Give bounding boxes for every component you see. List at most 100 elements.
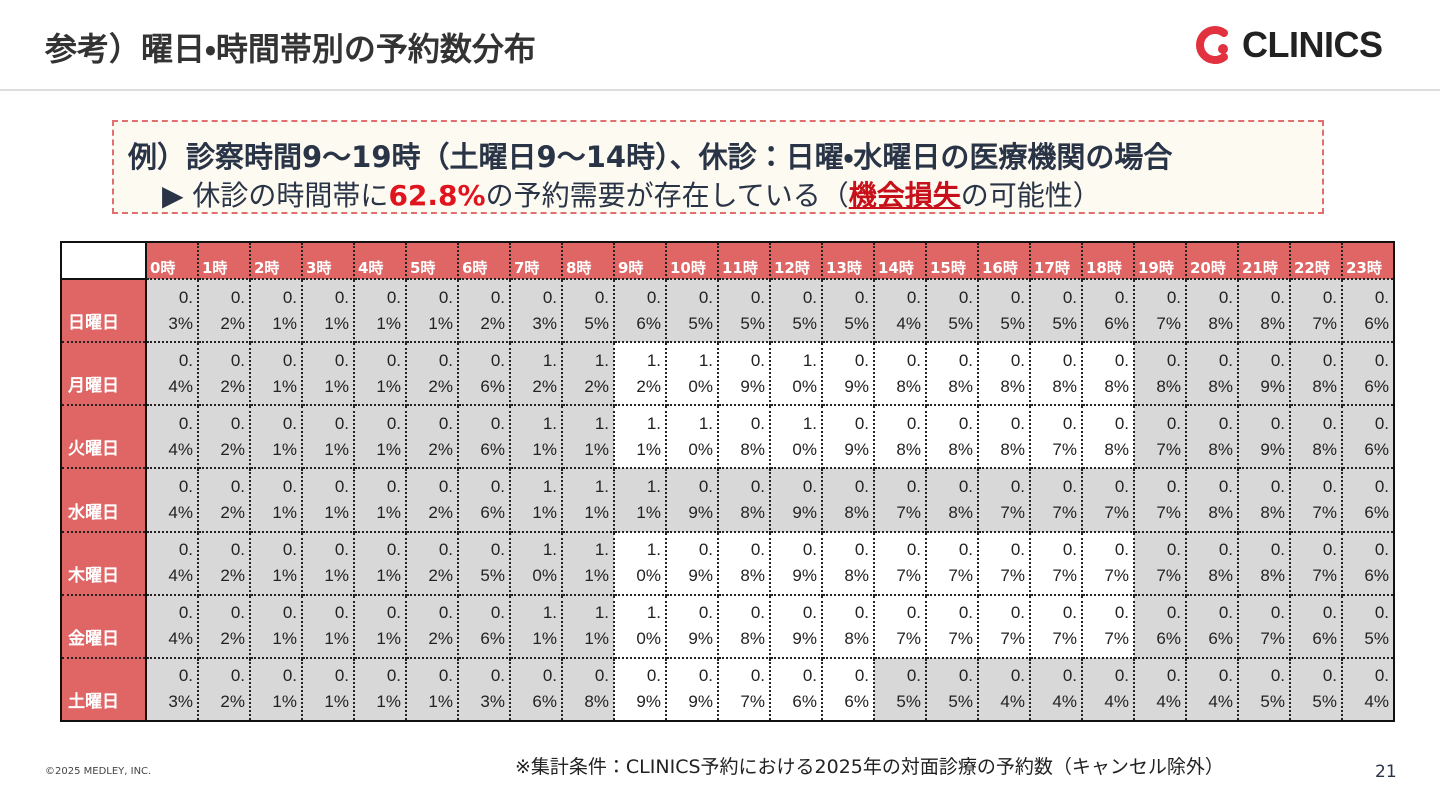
cell-value: 0.1% (324, 666, 349, 712)
cell-value: 0.8% (844, 603, 869, 649)
cell-value: 0.5% (948, 666, 973, 712)
value-cell: 0.8% (717, 467, 771, 533)
value-cell: 0.8% (925, 404, 979, 470)
value-cell: 0.8% (717, 530, 771, 596)
value-cell: 1.0% (613, 593, 667, 659)
value-cell: 0.5% (977, 277, 1031, 344)
cell-value: 0.2% (220, 413, 245, 459)
cell-value: 1.1% (636, 476, 661, 522)
cell-value: 0.6% (1312, 603, 1337, 649)
value-cell: 0.2% (197, 467, 251, 533)
value-cell: 1.1% (613, 467, 667, 533)
cell-value: 0.8% (584, 666, 609, 712)
value-cell: 0.2% (405, 467, 459, 533)
value-cell: 0.8% (1185, 530, 1239, 596)
value-cell: 0.8% (561, 656, 615, 723)
column-header: 23時 (1341, 241, 1395, 280)
cell-value: 0.7% (1104, 476, 1129, 522)
cell-value: 1.1% (584, 603, 609, 649)
value-cell: 0.2% (197, 656, 251, 723)
cell-value: 0.7% (948, 540, 973, 586)
row-label: 月曜日 (60, 341, 147, 407)
value-cell: 0.7% (717, 656, 771, 723)
cell-value: 0.1% (272, 540, 297, 586)
column-header: 9時 (613, 241, 667, 280)
column-header: 15時 (925, 241, 979, 280)
cell-value: 0.8% (1208, 413, 1233, 459)
cell-value: 0.8% (948, 350, 973, 396)
cell-value: 1.1% (532, 413, 557, 459)
cell-value: 1.0% (688, 413, 713, 459)
footnote: ※集計条件：CLINICS予約における2025年の対面診療の予約数（キャンセル除… (515, 756, 1224, 778)
table-row: 土曜日 0.3% 0.2% 0.1% 0.1% 0.1% 0.1% 0.3% 0.6% 0.8% 0… (60, 656, 1395, 723)
value-cell: 0.5% (1237, 656, 1291, 723)
page-number: 21 (1375, 762, 1397, 782)
cell-value: 0.7% (1312, 540, 1337, 586)
cell-value: 0.8% (740, 476, 765, 522)
cell-value: 0.7% (1000, 540, 1025, 586)
value-cell: 0.4% (873, 277, 927, 344)
value-cell: 0.9% (769, 467, 823, 533)
cell-value: 1.0% (792, 413, 817, 459)
cell-value: 0.8% (1208, 287, 1233, 333)
column-header: 20時 (1185, 241, 1239, 280)
row-label: 日曜日 (60, 277, 147, 344)
value-cell: 0.4% (1133, 656, 1187, 723)
value-cell: 0.5% (769, 277, 823, 344)
value-cell: 0.4% (1185, 656, 1239, 723)
column-header: 21時 (1237, 241, 1291, 280)
value-cell: 0.7% (977, 530, 1031, 596)
value-cell: 1.0% (769, 341, 823, 407)
value-cell: 0.1% (249, 277, 303, 344)
value-cell: 0.7% (1289, 467, 1343, 533)
cell-value: 0.7% (1312, 476, 1337, 522)
value-cell: 0.9% (821, 341, 875, 407)
cell-value: 0.1% (376, 666, 401, 712)
cell-value: 1.1% (636, 413, 661, 459)
cell-value: 0.8% (844, 540, 869, 586)
column-header: 5時 (405, 241, 459, 280)
cell-value: 1.2% (584, 350, 609, 396)
value-cell: 0.2% (197, 404, 251, 470)
column-header: 8時 (561, 241, 615, 280)
value-cell: 0.1% (249, 530, 303, 596)
cell-value: 0.5% (1260, 666, 1285, 712)
cell-value: 0.8% (740, 603, 765, 649)
value-cell: 0.6% (613, 277, 667, 344)
cell-value: 0.4% (168, 350, 193, 396)
cell-value: 0.5% (1312, 666, 1337, 712)
cell-value: 0.3% (168, 287, 193, 333)
cell-value: 0.8% (1052, 350, 1077, 396)
cell-value: 0.9% (792, 540, 817, 586)
cell-value: 0.9% (688, 603, 713, 649)
value-cell: 0.1% (405, 656, 459, 723)
value-cell: 0.8% (925, 467, 979, 533)
value-cell: 0.6% (457, 593, 511, 659)
cell-value: 0.1% (376, 350, 401, 396)
cell-value: 0.6% (532, 666, 557, 712)
cell-value: 1.1% (532, 476, 557, 522)
cell-value: 0.2% (220, 476, 245, 522)
cell-value: 0.9% (688, 540, 713, 586)
value-cell: 0.8% (717, 404, 771, 470)
cell-value: 1.0% (636, 540, 661, 586)
value-cell: 0.5% (821, 277, 875, 344)
value-cell: 0.8% (1029, 341, 1083, 407)
value-cell: 0.2% (457, 277, 511, 344)
cell-value: 0.4% (1364, 666, 1389, 712)
column-header: 11時 (717, 241, 771, 280)
cell-value: 0.8% (1208, 540, 1233, 586)
cell-value: 0.7% (948, 603, 973, 649)
value-cell: 0.7% (1029, 404, 1083, 470)
cell-value: 0.4% (1052, 666, 1077, 712)
cell-value: 0.7% (1104, 603, 1129, 649)
value-cell: 0.1% (353, 341, 407, 407)
cell-value: 0.2% (480, 287, 505, 333)
value-cell: 0.5% (1341, 593, 1395, 659)
cell-value: 0.8% (948, 413, 973, 459)
value-cell: 0.4% (145, 404, 199, 470)
value-cell: 1.2% (561, 341, 615, 407)
value-cell: 0.6% (1341, 277, 1395, 344)
value-cell: 0.8% (1133, 341, 1187, 407)
cell-value: 0.1% (272, 287, 297, 333)
